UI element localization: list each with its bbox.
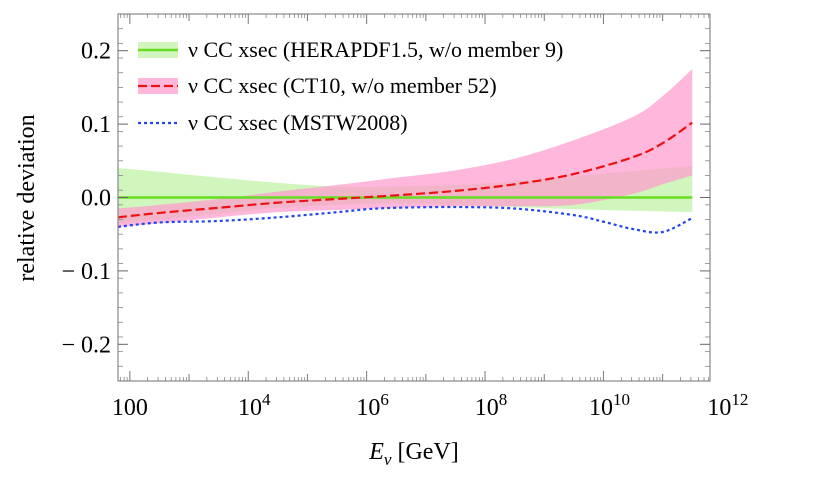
x-axis-title-sub: ν [384,450,392,469]
y-axis-ticks: 0.2 0.1 0.0 − 0.1 − 0.2 [61,13,710,382]
y-tick-label: − 0.1 [61,259,111,285]
series-line-mstw [118,205,693,234]
x-tick-label: 108 [475,390,508,421]
legend: ν CC xsec (HERAPDF1.5, w/o member 9) ν C… [138,37,563,135]
x-tick-label: 1010 [589,390,630,421]
legend-label-herapdf: ν CC xsec (HERAPDF1.5, w/o member 9) [188,37,563,62]
legend-item-mstw: ν CC xsec (MSTW2008) [138,110,408,135]
y-tick-label: − 0.2 [61,332,111,358]
lines-layer [118,121,693,234]
legend-label-mstw: ν CC xsec (MSTW2008) [188,110,408,135]
legend-item-herapdf: ν CC xsec (HERAPDF1.5, w/o member 9) [138,37,563,62]
y-tick-label: 0.1 [81,112,111,138]
y-tick-label: 0.2 [81,39,111,65]
legend-label-ct10: ν CC xsec (CT10, w/o member 52) [188,73,497,98]
x-axis-title: Eν [GeV] [368,439,459,469]
x-axis-ticks: 100 104 106 108 1010 1012 [112,14,748,421]
x-tick-label: 104 [238,390,271,421]
band-ct10 [118,69,693,227]
x-tick-label: 1012 [707,390,748,421]
legend-item-ct10: ν CC xsec (CT10, w/o member 52) [138,73,497,98]
x-tick-label: 106 [356,390,389,421]
series-line-ct10 [118,121,693,219]
x-axis-title-unit: [GeV] [391,439,458,465]
x-axis-title-main: E [368,439,384,465]
y-axis-title: relative deviation [14,114,40,281]
y-tick-label: 0.0 [81,186,111,212]
x-tick-label: 100 [112,395,148,421]
